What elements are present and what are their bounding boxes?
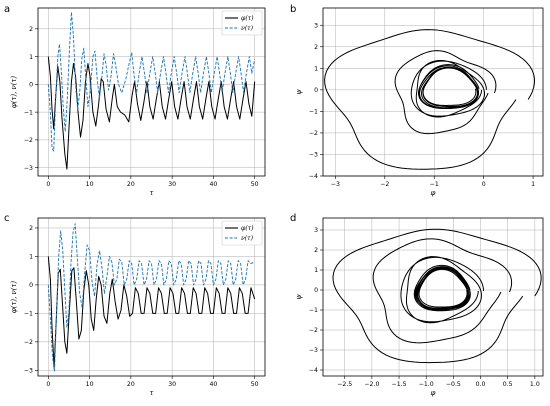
x-tick-label-b-4: 1 <box>531 181 535 188</box>
axes-frame-d <box>322 217 544 377</box>
x-tick-label-b-2: −1 <box>430 181 439 188</box>
y-tick-label-a-2: −1 <box>24 109 33 116</box>
y-tick-label-c-2: −1 <box>24 311 33 318</box>
series-line-d-0 <box>332 228 542 364</box>
series-line-b-0 <box>324 29 535 170</box>
y-tick-label-b-4: 0 <box>314 87 318 94</box>
x-tick-label-c-4: 40 <box>209 381 217 388</box>
y-tick-label-d-0: −4 <box>309 367 318 374</box>
plot-area-b <box>324 29 535 170</box>
y-tick-label-c-4: 1 <box>29 254 33 261</box>
x-tick-label-d-2: −1.5 <box>392 381 407 388</box>
y-tick-label-b-0: −4 <box>309 173 318 180</box>
y-axis-label-d: ψ <box>295 294 303 300</box>
chart-panel-b: −3 −2 −1 0 1 −4 −3 −2 −1 0 1 2 3 φ ψ <box>295 7 544 197</box>
x-tick-label-c-2: 20 <box>127 381 135 388</box>
x-axis-label-a: τ <box>150 189 154 197</box>
x-tick-label-a-3: 30 <box>168 181 176 188</box>
y-tick-label-b-2: −2 <box>309 130 318 137</box>
series-line-a-0 <box>47 56 256 170</box>
legend-label-a-0: φ(τ) <box>241 15 254 22</box>
y-tick-label-a-0: −3 <box>24 165 33 172</box>
y-axis-label-a: φ(τ), ν(τ) <box>10 76 18 109</box>
x-tick-label-c-1: 10 <box>86 381 94 388</box>
y-tick-label-a-5: 2 <box>29 26 33 33</box>
y-tick-label-c-5: 2 <box>29 225 33 232</box>
y-axis-label-b: ψ <box>295 89 303 95</box>
x-tick-label-d-5: 0.0 <box>476 381 486 388</box>
series-line-a-1 <box>47 11 256 152</box>
x-tick-label-a-1: 10 <box>86 181 94 188</box>
chart-panel-d: −2.5 −2.0 −1.5 −1.0 −0.5 0.0 0.5 1.0 −4 −3 −2 −1 0 1 2… <box>295 217 544 397</box>
x-tick-label-d-4: −0.5 <box>446 381 461 388</box>
x-axis-label-c: τ <box>150 389 154 397</box>
x-tick-label-b-3: 0 <box>482 181 486 188</box>
x-tick-label-a-5: 50 <box>251 181 259 188</box>
series-line-c-1 <box>47 223 255 373</box>
legend-label-c-1: ν(τ) <box>241 235 254 242</box>
x-tick-label-d-3: −1.0 <box>419 381 434 388</box>
panel-letter-d: d <box>290 213 296 224</box>
legend-label-c-0: φ(τ) <box>241 225 254 232</box>
chart-panel-c: 0 10 20 30 40 50 −3 −2 −1 0 1 2 τ φ(τ), ν(τ) φ(τ) ν(τ) <box>10 217 266 397</box>
legend-box-c <box>221 220 263 246</box>
x-tick-label-a-4: 40 <box>209 181 217 188</box>
x-tick-label-d-6: 0.5 <box>503 381 513 388</box>
x-tick-label-d-7: 1.0 <box>530 381 540 388</box>
x-tick-label-a-2: 20 <box>127 181 135 188</box>
x-tick-label-a-0: 0 <box>46 181 50 188</box>
panel-letter-b: b <box>290 4 296 15</box>
x-axis-label-d: φ <box>431 389 436 397</box>
series-line-c-0 <box>47 256 256 368</box>
y-axis-label-c: φ(τ), ν(τ) <box>10 281 18 314</box>
x-tick-label-d-0: −2.5 <box>337 381 352 388</box>
y-tick-label-c-0: −3 <box>24 368 33 375</box>
y-tick-label-d-3: −1 <box>309 307 318 314</box>
panel-letter-c: c <box>4 213 10 224</box>
y-tick-label-d-5: 1 <box>314 267 318 274</box>
plot-area-d <box>332 228 542 364</box>
axes-frame-a <box>37 7 266 177</box>
y-tick-label-d-2: −2 <box>309 327 318 334</box>
y-tick-label-b-1: −3 <box>309 152 318 159</box>
y-tick-label-d-1: −3 <box>309 347 318 354</box>
x-tick-label-b-1: −2 <box>380 181 389 188</box>
x-tick-label-d-1: −2.0 <box>364 381 379 388</box>
y-tick-label-b-5: 1 <box>314 66 318 73</box>
panel-letter-a: a <box>4 4 10 15</box>
legend-c: φ(τ) ν(τ) <box>221 220 263 246</box>
x-tick-label-b-0: −3 <box>331 181 340 188</box>
x-tick-label-c-5: 50 <box>251 381 259 388</box>
y-tick-label-d-6: 2 <box>314 247 318 254</box>
y-tick-label-d-4: 0 <box>314 287 318 294</box>
y-tick-label-b-7: 3 <box>314 22 318 29</box>
y-tick-label-c-1: −2 <box>24 339 33 346</box>
plot-area-a <box>47 11 256 170</box>
chart-panel-a: 0 10 20 30 40 50 −3 −2 −1 0 1 2 τ φ(τ), ν(τ) φ(τ) ν(τ) <box>10 7 266 197</box>
x-tick-label-c-0: 0 <box>46 381 50 388</box>
x-axis-label-b: φ <box>431 189 436 197</box>
legend-box-a <box>221 10 263 36</box>
axes-frame-b <box>322 7 544 177</box>
plot-area-c <box>47 223 256 373</box>
y-tick-label-b-3: −1 <box>309 109 318 116</box>
legend-label-a-1: ν(τ) <box>241 25 254 32</box>
legend-a: φ(τ) ν(τ) <box>221 10 263 36</box>
y-tick-label-d-7: 3 <box>314 227 318 234</box>
axes-frame-c <box>37 217 266 377</box>
y-tick-label-c-3: 0 <box>29 282 33 289</box>
y-tick-label-a-4: 1 <box>29 54 33 61</box>
y-tick-label-a-1: −2 <box>24 137 33 144</box>
x-tick-label-c-3: 30 <box>168 381 176 388</box>
y-tick-label-b-6: 2 <box>314 44 318 51</box>
y-tick-label-a-3: 0 <box>29 82 33 89</box>
